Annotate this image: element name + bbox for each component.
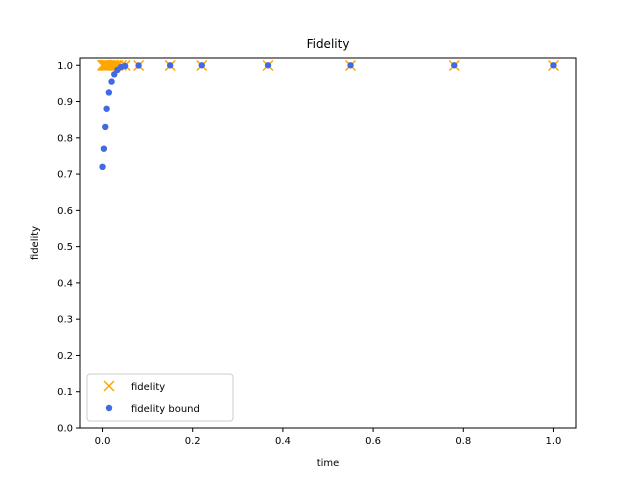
y-axis: 0.0 0.1 0.2 0.3 0.4 0.5 0.6 0.7 0.8 0.9 1.0 [57, 61, 80, 435]
y-tick-label: 0.8 [57, 133, 73, 144]
chart-title: Fidelity [307, 37, 350, 51]
legend-marker-fidelity-bound [105, 404, 113, 412]
plot-area [97, 59, 559, 171]
legend-marker-fidelity [103, 380, 115, 392]
x-tick-label: 0.6 [365, 436, 381, 447]
fidelity-bound-point [166, 62, 174, 69]
y-tick-label: 0.3 [57, 315, 73, 326]
legend-dot-marker [105, 404, 113, 412]
legend-x-marker [103, 380, 115, 392]
y-tick-label: 0.4 [57, 278, 73, 289]
fidelity-bound-point [100, 145, 108, 152]
fidelity-bound-point [451, 62, 458, 69]
legend-label-fidelity-bound: fidelity bound [131, 404, 200, 415]
x-tick-label: 0.0 [95, 436, 111, 447]
x-tick-label: 1.0 [546, 436, 562, 447]
fidelity-bound-point [550, 62, 557, 69]
legend-box [86, 373, 234, 422]
y-axis-label: fidelity [30, 226, 41, 260]
fidelity-bound-point [108, 78, 115, 85]
x-axis-label: time [317, 458, 340, 469]
fidelity-bound-point [105, 89, 113, 96]
y-tick-label: 1.0 [57, 61, 73, 72]
y-tick-label: 0.7 [57, 170, 73, 181]
fidelity-bound-point [103, 105, 110, 112]
fidelity-bound-point [99, 163, 106, 171]
legend: fidelity fidelity bound [86, 373, 234, 422]
axes-frame [79, 57, 577, 429]
fidelity-bound-point [198, 62, 205, 69]
fidelity-bound-point [347, 62, 354, 69]
fidelity-bound-point [264, 62, 272, 69]
y-tick-label: 0.9 [57, 97, 73, 108]
y-tick-label: 0.0 [57, 424, 73, 435]
fidelity-bound-point [121, 62, 129, 70]
y-tick-label: 0.2 [57, 351, 73, 362]
x-axis: 0.0 0.2 0.4 0.6 0.8 1.0 [95, 428, 562, 447]
y-tick-label: 0.1 [57, 387, 73, 398]
legend-label-fidelity: fidelity [131, 382, 165, 393]
y-tick-label: 0.6 [57, 206, 73, 217]
x-tick-label: 0.2 [185, 436, 201, 447]
fidelity-bound-point [102, 123, 109, 131]
y-tick-label: 0.5 [57, 242, 73, 253]
fidelity-bound-point [135, 62, 142, 69]
x-tick-label: 0.8 [455, 436, 471, 447]
x-tick-label: 0.4 [275, 436, 291, 447]
